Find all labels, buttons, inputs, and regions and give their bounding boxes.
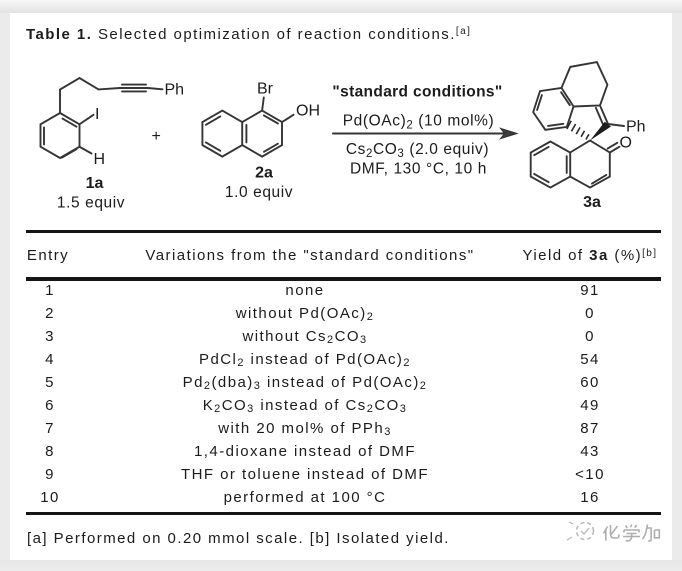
svg-text:Pd(OAc)2 (10 mol%): Pd(OAc)2 (10 mol%) — [343, 113, 495, 132]
svg-text:+: + — [152, 128, 161, 145]
svg-text:1a: 1a — [86, 175, 104, 192]
svg-text:1.0 equiv: 1.0 equiv — [225, 184, 293, 201]
svg-text:"standard conditions": "standard conditions" — [332, 84, 502, 101]
svg-text:I: I — [95, 106, 99, 123]
svg-text:Br: Br — [257, 81, 274, 98]
svg-text:DMF, 130 °C, 10 h: DMF, 130 °C, 10 h — [350, 161, 487, 178]
svg-text:OH: OH — [296, 103, 320, 120]
svg-text:Ph: Ph — [626, 119, 646, 136]
svg-text:1.5 equiv: 1.5 equiv — [57, 195, 125, 212]
svg-text:3a: 3a — [583, 194, 601, 211]
svg-text:Cs2CO3 (2.0 equiv): Cs2CO3 (2.0 equiv) — [346, 141, 489, 160]
svg-text:O: O — [620, 135, 632, 152]
svg-text:2a: 2a — [255, 165, 273, 182]
svg-text:H: H — [94, 151, 106, 168]
svg-text:Ph: Ph — [165, 82, 185, 99]
